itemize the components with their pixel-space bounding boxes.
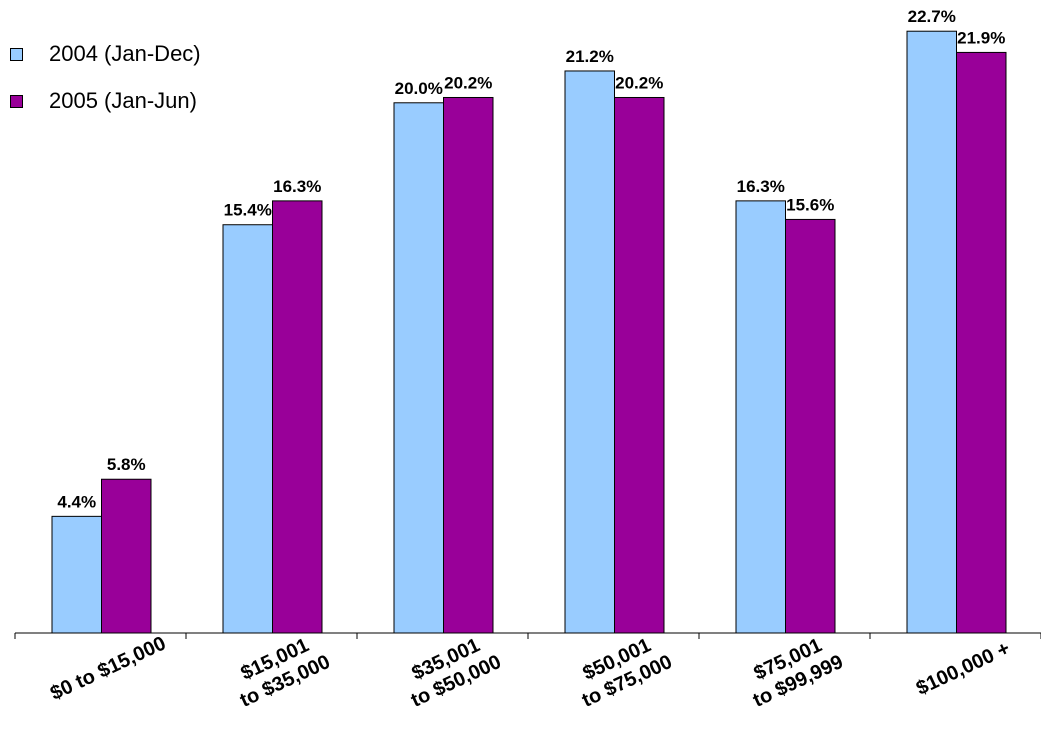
data-label: 16.3%	[737, 177, 785, 196]
data-label: 15.6%	[786, 195, 834, 214]
data-label: 20.2%	[615, 73, 663, 92]
data-label: 16.3%	[273, 177, 321, 196]
data-label: 22.7%	[908, 7, 956, 26]
legend-swatch-2005	[10, 94, 23, 108]
x-tick-label: $0 to $15,000	[47, 632, 169, 705]
data-label: 15.4%	[224, 201, 272, 220]
bar-2004	[393, 102, 444, 634]
x-tick-label-group: $0 to $15,000	[47, 632, 169, 705]
bar-2004	[906, 30, 957, 634]
data-label: 20.0%	[395, 79, 443, 98]
bar-2005	[101, 478, 152, 634]
legend-item-2004: 2004 (Jan-Dec)	[10, 40, 201, 68]
bar-2004	[564, 70, 615, 634]
bar-2005	[785, 218, 836, 634]
x-tick-label: $100,000 +	[913, 637, 1014, 699]
data-label: 4.4%	[57, 492, 96, 511]
data-label: 21.9%	[957, 28, 1005, 47]
bar-2005	[614, 96, 665, 634]
bar-2005	[272, 200, 323, 634]
legend-label-2005: 2005 (Jan-Jun)	[49, 88, 197, 113]
legend: 2004 (Jan-Dec) 2005 (Jan-Jun)	[10, 40, 201, 134]
bar-2004	[735, 200, 786, 634]
bar-2005	[956, 51, 1007, 634]
data-label: 21.2%	[566, 47, 614, 66]
bar-2005	[443, 96, 494, 634]
bar-2004	[222, 224, 273, 634]
bar-2004	[51, 515, 102, 634]
legend-item-2005: 2005 (Jan-Jun)	[10, 87, 201, 115]
data-label: 5.8%	[107, 455, 146, 474]
legend-label-2004: 2004 (Jan-Dec)	[49, 41, 201, 66]
data-label: 20.2%	[444, 73, 492, 92]
x-tick-label-group: $100,000 +	[913, 637, 1014, 699]
legend-swatch-2004	[10, 47, 23, 61]
